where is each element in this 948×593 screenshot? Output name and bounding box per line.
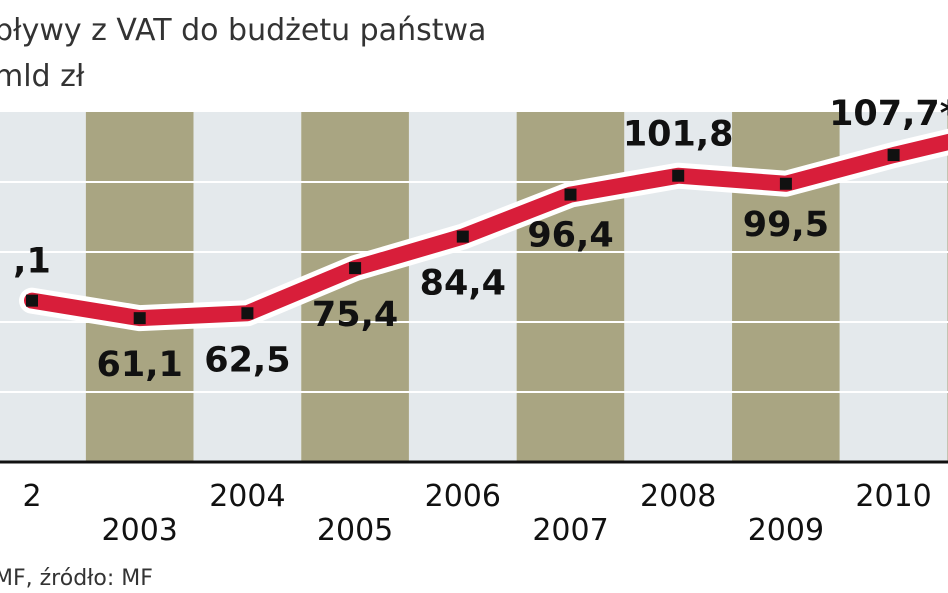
data-label: 84,4 [420,264,506,304]
x-tick-label: 2005 [317,513,393,548]
data-label: 107,7* [829,94,948,134]
x-tick-label: 2 [22,479,41,514]
data-label: 99,5 [743,205,829,245]
data-marker [349,262,362,275]
data-label: 96,4 [527,216,613,256]
x-tick-label: 2007 [532,513,608,548]
background-band [408,112,517,462]
x-tick-label: 2006 [425,479,501,514]
data-marker [26,294,38,307]
x-tick-label: 2009 [748,513,824,548]
data-marker [241,307,254,320]
x-tick-label: 2008 [640,479,716,514]
unit-label: mld zł [0,59,85,94]
background-band [516,112,625,462]
marker-layer [26,149,900,325]
data-marker [779,177,792,190]
series-line [24,133,948,327]
data-label: 61,1 [97,345,183,385]
data-marker [564,188,577,201]
chart-title: pływy z VAT do budżetu państwa [0,13,486,48]
value-label-layer: ,1 61,1 62,5 75,4 84,4 96,4 101,8 99,5 107,7* [13,94,948,385]
data-marker [887,149,900,162]
plot-area [0,112,948,462]
data-marker [456,230,469,243]
data-label: ,1 [13,242,51,282]
data-label: 62,5 [204,340,290,380]
data-label: 101,8 [623,115,734,155]
series-line-layer [19,128,948,332]
x-tick-label: 2010 [855,479,931,514]
data-label: 75,4 [312,295,398,335]
background-band [85,112,194,462]
background-band [0,112,86,462]
x-tick-label: 2004 [209,479,285,514]
source-note: MF, źródło: MF [0,566,153,591]
data-marker [672,169,685,182]
x-tick-layer: 22003200420052006200720082009201020 [22,479,931,548]
data-marker [133,312,146,325]
x-tick-label: 2003 [102,513,178,548]
